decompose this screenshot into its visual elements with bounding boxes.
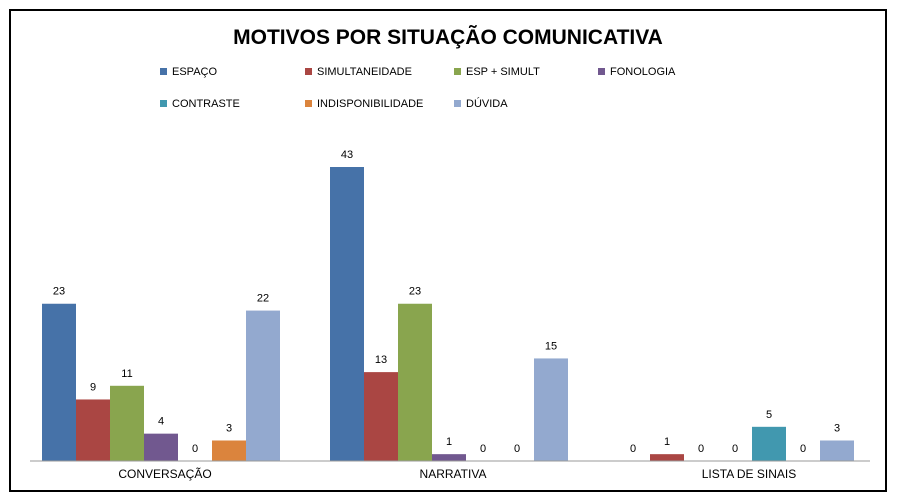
bar-lista-de-sinais-simultaneidade	[650, 454, 684, 461]
legend-swatch-espaco	[160, 68, 167, 75]
bar-conversacao-duvida	[246, 310, 280, 461]
legend-swatch-duvida	[454, 100, 461, 107]
bar-lista-de-sinais-duvida	[820, 440, 854, 461]
data-label-conversacao-duvida: 22	[257, 293, 269, 305]
legend-label-indisponibilidade: INDISPONIBILIDADE	[317, 98, 423, 110]
x-tick-labels: CONVERSAÇÃO NARRATIVA LISTA DE SINAIS	[118, 467, 796, 481]
data-label-conversacao-indisponibilidade: 3	[226, 422, 232, 434]
data-label-lista-de-sinais-indisponibilidade: 0	[800, 443, 806, 455]
legend-label-duvida: DÚVIDA	[466, 97, 508, 110]
data-label-narrativa-indisponibilidade: 0	[514, 443, 520, 455]
legend: ESPAÇO SIMULTANEIDADE ESP + SIMULT FONOLOGI…	[160, 66, 676, 110]
data-label-narrativa-fonologia: 1	[446, 436, 452, 448]
legend-label-fonologia: FONOLOGIA	[610, 66, 676, 78]
x-tick-narrativa: NARRATIVA	[420, 467, 487, 481]
x-tick-conversacao: CONVERSAÇÃO	[118, 467, 211, 481]
bar-narrativa-fonologia	[432, 454, 466, 461]
data-label-narrativa-simultaneidade: 13	[375, 354, 387, 366]
data-label-lista-de-sinais-duvida: 3	[834, 422, 840, 434]
data-label-conversacao-fonologia: 4	[158, 416, 164, 428]
legend-swatch-contraste	[160, 100, 167, 107]
bar-lista-de-sinais-contraste	[752, 426, 786, 461]
bar-narrativa-espaco	[330, 167, 364, 461]
data-label-narrativa-espaco: 43	[341, 149, 353, 161]
data-label-lista-de-sinais-espaco: 0	[630, 443, 636, 455]
bar-narrativa-duvida	[534, 358, 568, 461]
data-label-conversacao-contraste: 0	[192, 443, 198, 455]
legend-swatch-esp-simult	[454, 68, 461, 75]
bar-conversacao-indisponibilidade	[212, 440, 246, 461]
data-label-conversacao-esp-simult: 11	[121, 368, 132, 380]
bar-narrativa-simultaneidade	[364, 372, 398, 461]
legend-swatch-fonologia	[598, 68, 605, 75]
data-label-narrativa-esp-simult: 23	[409, 286, 421, 298]
legend-label-contraste: CONTRASTE	[172, 98, 240, 110]
legend-label-espaco: ESPAÇO	[172, 66, 217, 78]
chart-title: MOTIVOS POR SITUAÇÃO COMUNICATIVA	[233, 26, 663, 49]
bar-narrativa-esp-simult	[398, 303, 432, 461]
legend-label-simultaneidade: SIMULTANEIDADE	[317, 66, 412, 78]
x-tick-lista-de-sinais: LISTA DE SINAIS	[702, 467, 796, 481]
bar-conversacao-fonologia	[144, 433, 178, 461]
bar-conversacao-simultaneidade	[76, 399, 110, 461]
bars-group	[42, 167, 854, 461]
data-label-lista-de-sinais-fonologia: 0	[732, 443, 738, 455]
data-label-conversacao-simultaneidade: 9	[90, 381, 96, 393]
data-label-lista-de-sinais-contraste: 5	[766, 409, 772, 421]
data-labels-group: 23 9 11 4 0 3 22 43 13 23 1 0 0 15 0 1 0 0 5 0 3	[53, 149, 840, 455]
legend-label-esp-simult: ESP + SIMULT	[466, 66, 540, 78]
data-label-narrativa-duvida: 15	[545, 340, 557, 352]
bar-conversacao-esp-simult	[110, 385, 144, 461]
legend-swatch-simultaneidade	[305, 68, 312, 75]
bar-conversacao-espaco	[42, 303, 76, 461]
data-label-conversacao-espaco: 23	[53, 286, 65, 298]
legend-swatch-indisponibilidade	[305, 100, 312, 107]
chart-border	[9, 9, 887, 492]
data-label-narrativa-contraste: 0	[480, 443, 486, 455]
data-label-lista-de-sinais-esp-simult: 0	[698, 443, 704, 455]
data-label-lista-de-sinais-simultaneidade: 1	[664, 436, 670, 448]
